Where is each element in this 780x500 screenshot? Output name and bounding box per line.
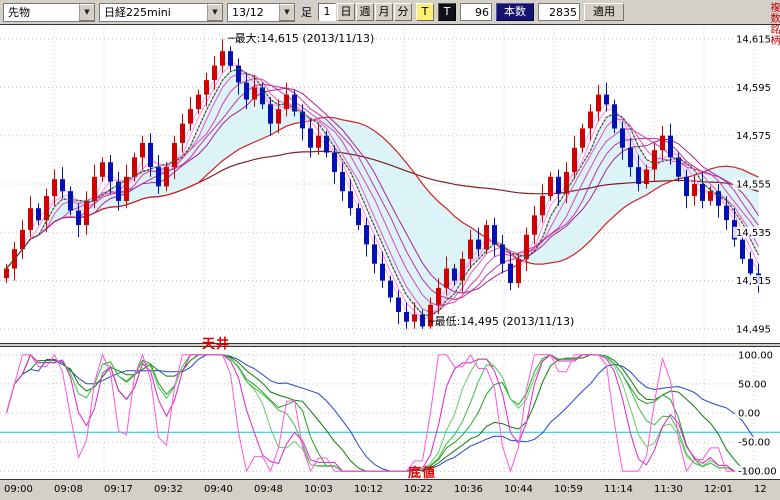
period-button-2[interactable]: 日 [337,3,355,21]
period-button-1[interactable]: 1 [318,3,336,21]
period-button-group: 1日週月分 [318,3,412,21]
time-axis-label: 10:03 [304,484,333,495]
toolbar: 先物 ▼ 日経225mini ▼ 13/12 ▼ 足 1日週月分 T T 本数 … [0,0,780,24]
chart-application-window: 先物 ▼ 日経225mini ▼ 13/12 ▼ 足 1日週月分 T T 本数 … [0,0,780,500]
time-axis-label: 10:22 [404,484,433,495]
svg-text:─最大:14,615 (2013/11/13): ─最大:14,615 (2013/11/13) [227,31,374,45]
tick-mode-button[interactable]: T [438,3,456,21]
price-chart-panel[interactable]: 14,615 14,595 14,575 14,555 14,535 14,515 14,4… [0,24,780,344]
instrument-select[interactable]: 日経225mini ▼ [99,3,223,22]
chevron-down-icon[interactable]: ▼ [79,4,94,21]
ceiling-annotation: 天井 [202,333,230,352]
ashi-label: 足 [299,4,314,20]
svg-text:-50.00: -50.00 [738,438,770,449]
bars-count-input[interactable] [538,3,580,21]
time-axis: 09:00 09:08 09:17 09:32 09:40 09:48 10:03 10:12… [0,480,780,500]
time-axis-label: 09:00 [4,484,33,495]
svg-text:14,555: 14,555 [736,180,771,191]
time-axis-label: 10:59 [554,484,583,495]
time-axis-label: 12 [754,484,767,495]
time-axis-label: 10:44 [504,484,533,495]
oscillator-panel[interactable]: 100.00 50.00 0.00 -50.00 -100.00 [0,346,780,480]
svg-text:-100.00: -100.00 [738,467,777,478]
interval-input[interactable] [460,3,492,21]
period-button-5[interactable]: 分 [394,3,412,21]
time-axis-label: 09:48 [254,484,283,495]
contract-month-select[interactable]: 13/12 ▼ [227,3,295,22]
svg-text:100.00: 100.00 [738,350,773,361]
svg-text:14,615: 14,615 [736,35,771,46]
time-axis-label: 09:40 [204,484,233,495]
time-axis-label: 11:14 [604,484,633,495]
time-axis-label: 12:01 [704,484,733,495]
apply-button[interactable]: 適用 [584,3,624,21]
time-axis-label: 10:36 [454,484,483,495]
instrument-type-value: 先物 [4,4,79,20]
multi-symbol-label[interactable]: 複数銘柄 [768,2,778,46]
svg-text:0.00: 0.00 [738,409,760,420]
oscillator-chart[interactable]: 100.00 50.00 0.00 -50.00 -100.00 [0,347,780,479]
svg-text:14,595: 14,595 [736,83,771,94]
contract-month-value: 13/12 [228,6,279,19]
time-axis-label: 11:30 [654,484,683,495]
svg-text:14,575: 14,575 [736,131,771,142]
chevron-down-icon[interactable]: ▼ [207,4,222,21]
time-axis-label: 09:32 [154,484,183,495]
bars-count-button[interactable]: 本数 [496,3,534,21]
tick-toggle-button[interactable]: T [416,3,434,21]
svg-text:50.00: 50.00 [738,379,767,390]
time-axis-label: 09:17 [104,484,133,495]
svg-text:14,535: 14,535 [736,228,771,239]
period-button-4[interactable]: 月 [375,3,393,21]
bottom-annotation: 底値 [408,462,436,481]
period-button-3[interactable]: 週 [356,3,374,21]
instrument-value: 日経225mini [100,4,207,20]
svg-text:14,515: 14,515 [736,276,771,287]
svg-text:14,495: 14,495 [736,324,771,335]
candlestick-chart[interactable]: 14,615 14,595 14,575 14,555 14,535 14,515 14,4… [0,25,780,343]
chevron-down-icon[interactable]: ▼ [279,4,294,21]
svg-text:─最低:14,495 (2013/11/13): ─最低:14,495 (2013/11/13) [427,315,574,328]
time-axis-label: 10:12 [354,484,383,495]
instrument-type-select[interactable]: 先物 ▼ [3,3,95,22]
time-axis-label: 09:08 [54,484,83,495]
